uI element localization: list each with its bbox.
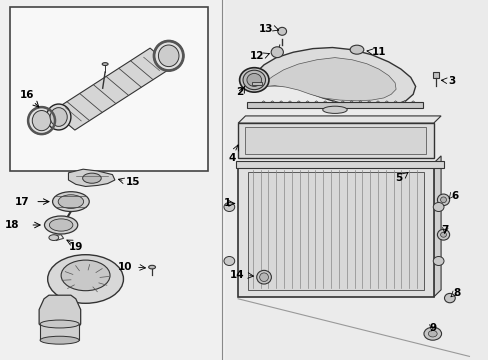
Circle shape	[427, 330, 436, 337]
Ellipse shape	[436, 194, 449, 206]
Polygon shape	[433, 156, 440, 297]
Text: 7: 7	[440, 225, 448, 235]
Ellipse shape	[259, 273, 268, 282]
Text: 5: 5	[394, 173, 401, 183]
Ellipse shape	[61, 260, 110, 291]
Text: 18: 18	[5, 220, 20, 230]
Bar	[238, 123, 433, 158]
Ellipse shape	[224, 256, 234, 265]
Polygon shape	[68, 169, 115, 186]
Bar	[432, 72, 438, 78]
Text: 9: 9	[428, 323, 435, 333]
Polygon shape	[264, 58, 395, 101]
Text: 16: 16	[20, 90, 34, 100]
Polygon shape	[311, 101, 320, 104]
Text: 2: 2	[236, 87, 243, 97]
Ellipse shape	[322, 106, 346, 113]
Polygon shape	[329, 101, 338, 104]
Text: 11: 11	[371, 47, 386, 57]
Ellipse shape	[239, 68, 268, 92]
Ellipse shape	[436, 229, 449, 240]
Polygon shape	[285, 101, 294, 104]
Ellipse shape	[44, 216, 78, 234]
Polygon shape	[267, 101, 276, 104]
Bar	[40, 324, 79, 340]
Text: 8: 8	[453, 288, 460, 298]
Polygon shape	[52, 48, 172, 130]
Ellipse shape	[432, 202, 443, 211]
Polygon shape	[249, 48, 415, 107]
Bar	[235, 161, 443, 168]
Text: 17: 17	[15, 197, 29, 207]
Polygon shape	[276, 101, 285, 104]
Ellipse shape	[46, 104, 71, 130]
Text: 13: 13	[259, 24, 273, 34]
Text: 15: 15	[125, 177, 140, 187]
Ellipse shape	[432, 256, 443, 265]
Bar	[247, 172, 423, 290]
Text: 14: 14	[229, 270, 244, 280]
Polygon shape	[303, 101, 311, 104]
Text: 3: 3	[448, 76, 455, 86]
Ellipse shape	[440, 197, 446, 203]
Ellipse shape	[148, 265, 155, 269]
Ellipse shape	[256, 270, 271, 284]
Ellipse shape	[49, 235, 59, 240]
FancyBboxPatch shape	[10, 7, 207, 171]
Ellipse shape	[277, 27, 286, 35]
Polygon shape	[294, 101, 303, 104]
Ellipse shape	[440, 232, 446, 237]
Ellipse shape	[58, 195, 83, 208]
Ellipse shape	[349, 45, 363, 54]
Polygon shape	[39, 295, 81, 335]
Ellipse shape	[270, 47, 283, 58]
Ellipse shape	[102, 63, 108, 66]
Polygon shape	[373, 101, 382, 104]
FancyBboxPatch shape	[246, 102, 422, 108]
Polygon shape	[355, 101, 364, 104]
Ellipse shape	[158, 45, 179, 67]
Polygon shape	[259, 101, 267, 104]
Ellipse shape	[48, 255, 123, 303]
Ellipse shape	[40, 336, 79, 344]
Bar	[251, 82, 261, 85]
Polygon shape	[320, 101, 329, 104]
Ellipse shape	[40, 320, 79, 328]
Polygon shape	[238, 116, 440, 123]
Polygon shape	[390, 101, 399, 104]
Text: 12: 12	[249, 51, 264, 61]
Bar	[245, 127, 426, 154]
Text: 19: 19	[68, 242, 83, 252]
Bar	[224, 0, 488, 360]
Polygon shape	[382, 101, 390, 104]
Polygon shape	[399, 101, 408, 104]
Ellipse shape	[49, 219, 73, 231]
Ellipse shape	[50, 108, 67, 126]
Ellipse shape	[246, 73, 261, 86]
Polygon shape	[346, 101, 355, 104]
Ellipse shape	[444, 293, 454, 303]
Ellipse shape	[243, 70, 265, 90]
Polygon shape	[338, 101, 346, 104]
Text: 10: 10	[117, 262, 132, 272]
Text: 6: 6	[450, 191, 457, 201]
Ellipse shape	[82, 173, 101, 183]
Bar	[238, 163, 433, 297]
Polygon shape	[408, 101, 417, 104]
Circle shape	[423, 327, 441, 340]
Text: 1: 1	[224, 198, 230, 208]
Text: 4: 4	[228, 153, 236, 163]
Ellipse shape	[28, 107, 55, 134]
Ellipse shape	[224, 202, 234, 211]
Polygon shape	[364, 101, 373, 104]
Ellipse shape	[32, 111, 51, 131]
Ellipse shape	[52, 192, 89, 211]
Ellipse shape	[154, 41, 183, 71]
